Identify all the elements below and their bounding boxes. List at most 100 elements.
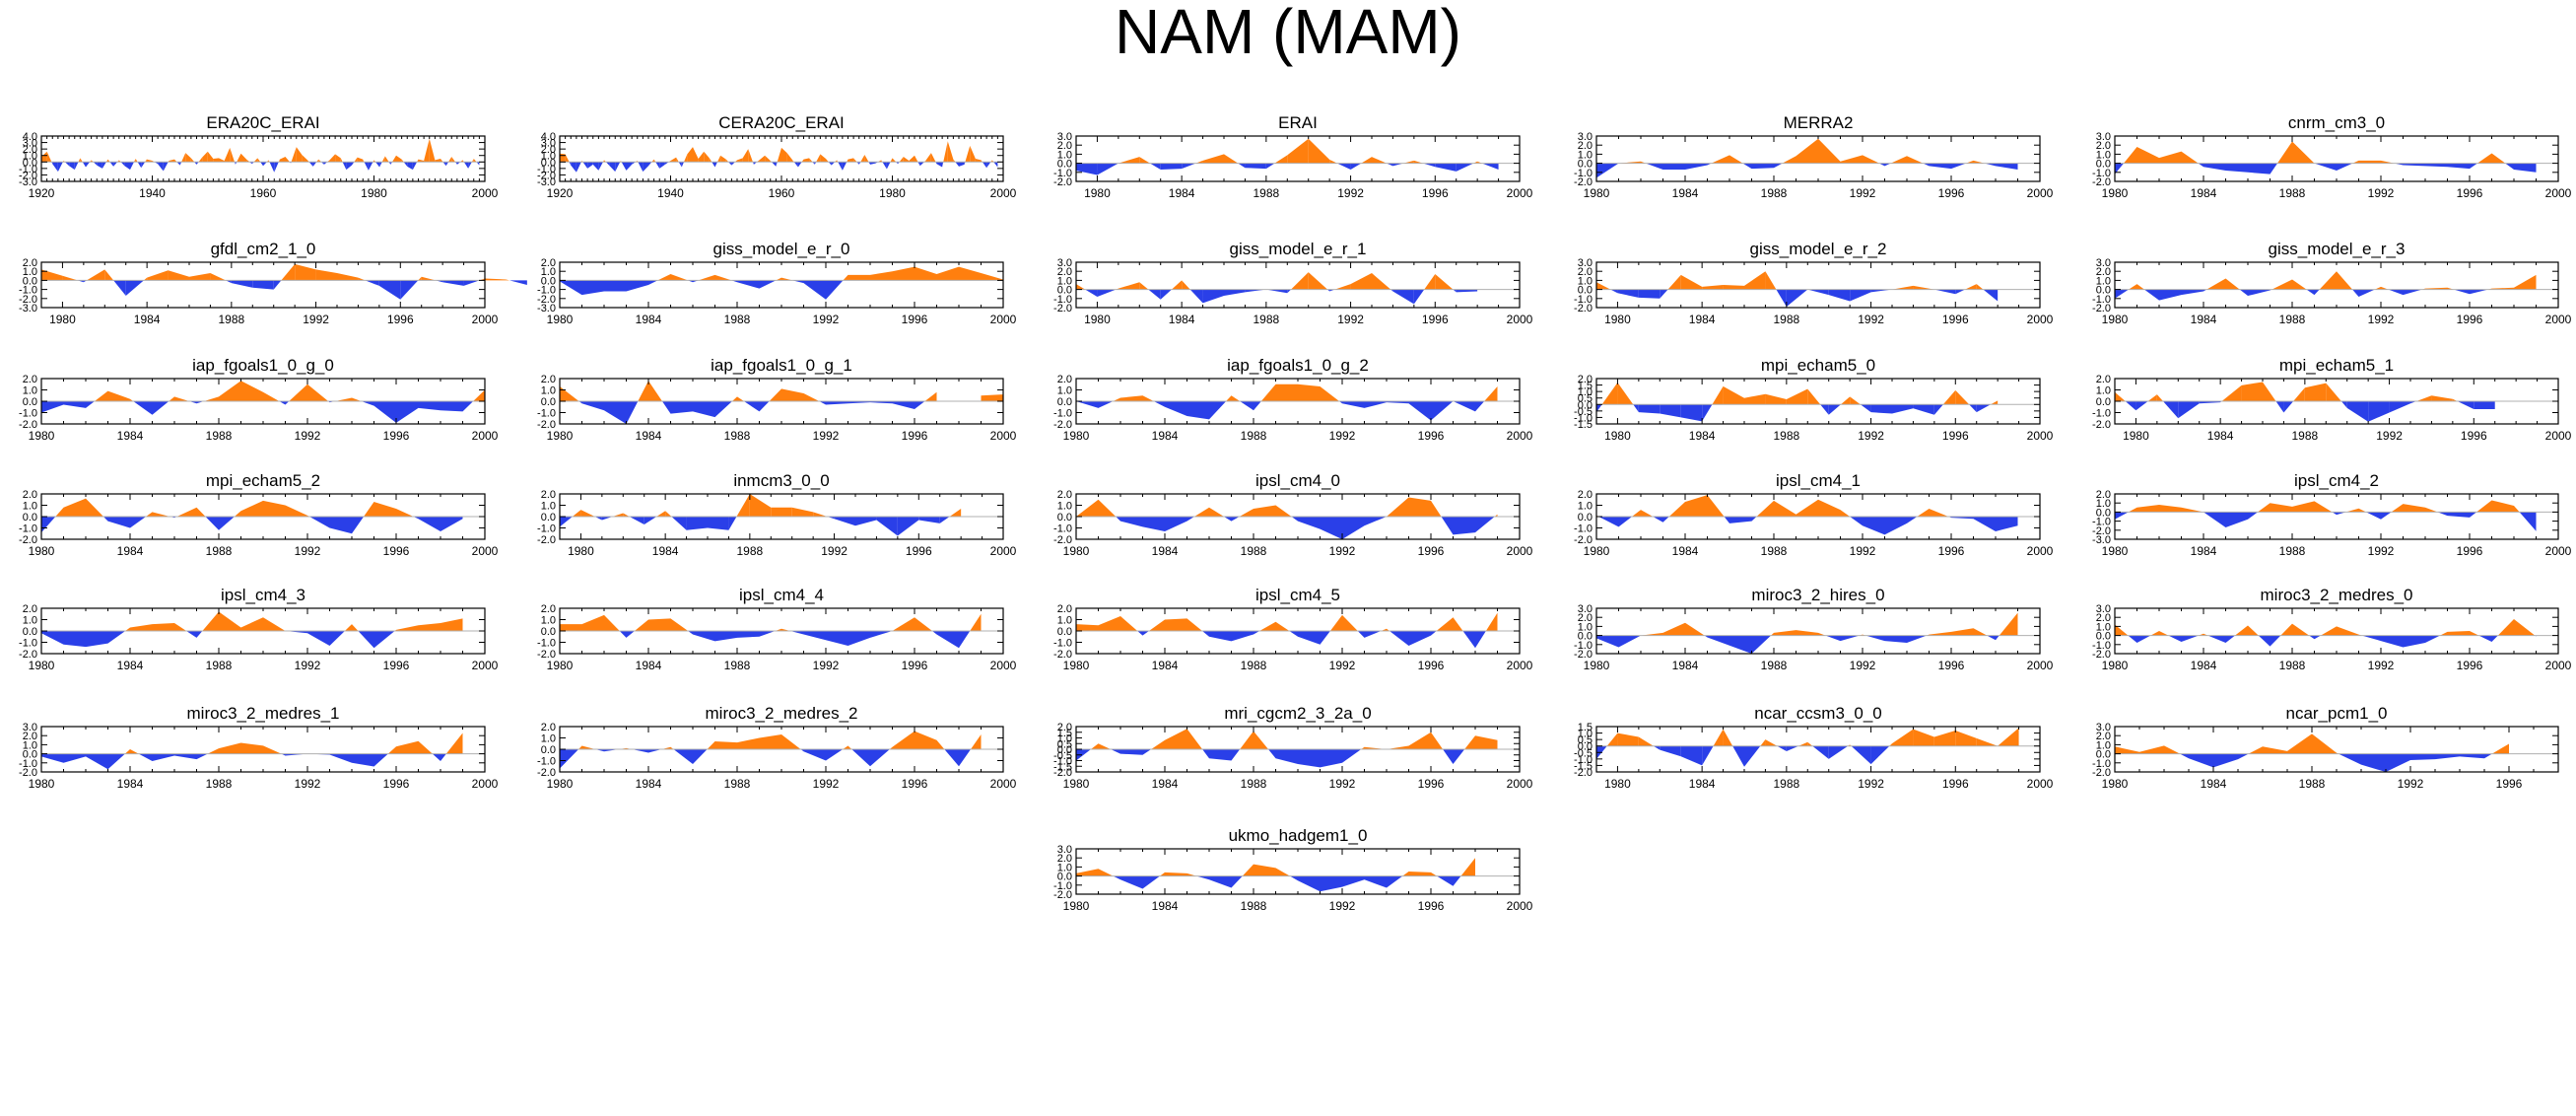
positive-area (864, 155, 869, 163)
positive-area (1275, 384, 1298, 401)
negative-area (125, 280, 144, 297)
negative-area (1265, 289, 1288, 294)
negative-area (109, 162, 114, 167)
positive-area (2181, 507, 2203, 513)
x-tick-label: 1980 (568, 544, 594, 558)
chart-panel-mpi_echam5_0: mpi_echam5_0 -1.5-1.0-0.50.00.51.01.52.0 1… (1574, 356, 2054, 443)
negative-area (2198, 163, 2203, 168)
positive-area (1818, 632, 1826, 636)
negative-area (776, 162, 778, 167)
positive-area (1917, 508, 1930, 517)
positive-area (363, 159, 365, 163)
y-tick-label: 3.0 (1057, 131, 1072, 143)
negative-area (107, 753, 125, 770)
positive-area (717, 155, 721, 163)
y-tick-label: 0.0 (541, 275, 556, 287)
chart-title: cnrm_cm3_0 (2288, 113, 2385, 132)
y-tick-label: -1.0 (2092, 168, 2111, 179)
negative-area (1289, 875, 1298, 881)
negative-area (1224, 289, 1246, 297)
positive-area (1998, 728, 2019, 746)
positive-area (2381, 286, 2389, 290)
y-tick-label: 2.0 (541, 489, 556, 501)
negative-area (1617, 289, 1639, 298)
negative-area (1289, 631, 1298, 637)
negative-area (939, 517, 950, 523)
y-tick-label: 1.0 (1578, 729, 1593, 740)
y-tick-label: 0.0 (1578, 399, 1593, 411)
positive-area (889, 746, 893, 749)
x-tick-label: 1984 (1152, 899, 1179, 913)
negative-area (1776, 289, 1787, 308)
positive-area (915, 266, 937, 281)
positive-area (219, 611, 241, 631)
chart-title: inmcm3_0_0 (733, 471, 829, 490)
negative-area (1475, 631, 1486, 649)
negative-area (1137, 631, 1143, 636)
positive-area (174, 396, 189, 401)
chart-title: ipsl_cm4_2 (2294, 471, 2379, 490)
chart-panel-iap_fgoals1_0_g_2: iap_fgoals1_0_g_2 -2.0-1.00.01.02.0 1980 19… (1053, 356, 1533, 443)
x-tick-label: 1996 (1418, 777, 1445, 791)
negative-area (1142, 875, 1160, 889)
negative-area (1702, 404, 1713, 422)
negative-area (509, 280, 527, 285)
negative-area (892, 401, 915, 410)
x-tick-label: 2000 (2545, 313, 2572, 326)
negative-area (826, 749, 844, 761)
positive-area (1765, 393, 1787, 405)
positive-area (329, 154, 336, 163)
negative-area (279, 401, 286, 405)
x-tick-label: 1980 (361, 186, 387, 200)
negative-area (2453, 289, 2470, 295)
positive-area (1408, 732, 1431, 749)
negative-area (1202, 289, 1224, 304)
positive-area (2270, 503, 2292, 513)
positive-area (2206, 278, 2226, 290)
negative-area (2491, 635, 2498, 643)
negative-area (1751, 517, 1757, 522)
y-tick-label: 1.0 (1057, 501, 1072, 513)
negative-area (1287, 289, 1292, 294)
positive-area (732, 396, 737, 401)
negative-area (1660, 289, 1668, 299)
negative-area (1435, 163, 1457, 172)
x-tick-label: 1992 (1337, 313, 1364, 326)
positive-area (1364, 746, 1387, 749)
y-tick-label: 2.0 (2096, 140, 2111, 152)
negative-area (1160, 289, 1172, 300)
chart-panel-mpi_echam5_2: mpi_echam5_2 -2.0-1.00.01.02.0 1980 1984 198… (19, 471, 499, 558)
negative-area (621, 162, 627, 171)
positive-area (80, 158, 83, 163)
positive-area (198, 157, 203, 163)
x-tick-label: 1988 (1774, 313, 1800, 326)
negative-area (2199, 401, 2221, 404)
negative-area (365, 280, 379, 286)
y-tick-label: 2.0 (541, 144, 556, 156)
x-tick-label: 2000 (2027, 429, 2054, 443)
negative-area (442, 162, 446, 167)
positive-area (781, 147, 787, 163)
positive-area (847, 274, 870, 281)
negative-area (1342, 401, 1365, 408)
positive-area (421, 276, 436, 281)
positive-area (135, 159, 138, 163)
y-tick-label: 0.0 (1057, 626, 1072, 638)
x-tick-label: 1980 (29, 429, 55, 443)
positive-area (2159, 151, 2182, 164)
x-tick-label: 1980 (1084, 313, 1111, 326)
negative-area (124, 162, 130, 171)
positive-area (315, 269, 337, 281)
positive-area (1723, 285, 1744, 290)
negative-area (373, 753, 388, 767)
negative-area (1462, 631, 1475, 649)
positive-area (55, 507, 64, 517)
negative-area (882, 162, 887, 170)
chart-panel-ncar_pcm1_0: ncar_pcm1_0 -2.0-1.00.01.02.03.0 1980 1984 1… (2092, 704, 2559, 791)
positive-area (185, 153, 191, 163)
negative-area (260, 162, 263, 167)
negative-area (643, 162, 648, 173)
negative-area (1596, 163, 1619, 178)
negative-area (2181, 289, 2203, 296)
y-tick-label: -2.0 (1053, 419, 1072, 431)
